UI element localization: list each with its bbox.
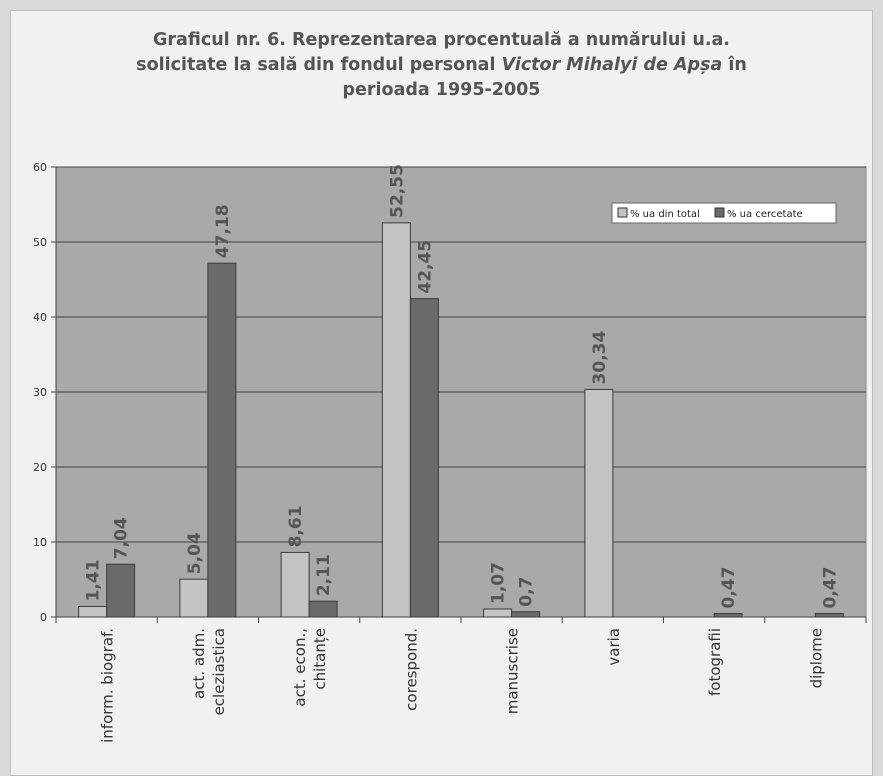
category-label-7: diplome: [807, 628, 825, 688]
bar-s1-3: [381, 222, 411, 618]
data-label-s2-4: 0,7: [517, 577, 537, 607]
bar-s2-7: [814, 612, 844, 618]
y-tick-label-6: 60: [33, 161, 47, 174]
title-line-2: solicitate la sală din fondul personal V…: [40, 53, 843, 78]
title-line-2-end: în: [722, 55, 747, 75]
data-label-s2-3: 42,45: [415, 240, 435, 294]
data-label-s1-5: 30,34: [590, 331, 610, 385]
data-label-s2-0: 7,04: [112, 517, 132, 559]
category-label-6: fotografii: [706, 628, 724, 696]
category-label-1-line-0: act. adm.: [190, 628, 208, 699]
category-label-1-line-1: ecleziastica: [210, 628, 228, 715]
y-tick-label-2: 20: [33, 461, 47, 474]
legend: % ua din total % ua cercetate: [611, 202, 837, 224]
category-label-0: inform. biograf.: [99, 628, 117, 743]
title-fond-name: Victor Mihalyi de Apșa: [501, 55, 723, 75]
title-line-3: perioada 1995-2005: [342, 80, 541, 100]
bar-s2-2: [308, 600, 338, 618]
bar-s1-1: [179, 578, 209, 618]
data-label-s1-1: 5,04: [185, 532, 205, 574]
category-label-4: manuscrise: [504, 628, 522, 714]
bar-s2-0: [106, 563, 136, 618]
legend-swatch-2: [714, 207, 725, 218]
data-label-s2-6: 0,47: [719, 567, 739, 609]
legend-label-1: % ua din total: [630, 209, 700, 220]
data-label-s2-7: 0,47: [820, 567, 840, 609]
bar-s1-2: [280, 551, 310, 618]
title-line-2-start: solicitate la sală din fondul personal: [136, 55, 502, 75]
category-label-3: corespond.: [402, 628, 420, 711]
legend-label-2: % ua cercetate: [727, 209, 803, 220]
y-tick-label-5: 50: [33, 236, 47, 249]
bar-s1-5: [584, 388, 614, 618]
data-label-s1-3: 52,55: [387, 164, 407, 218]
bar-s2-3: [409, 298, 439, 618]
data-label-s2-2: 2,11: [314, 554, 334, 596]
y-tick-label-3: 30: [33, 386, 47, 399]
category-label-2-line-1: chitanțe: [311, 628, 329, 690]
bar-s1-4: [483, 608, 513, 618]
y-tick-label-1: 10: [33, 536, 47, 549]
data-label-s1-0: 1,41: [84, 559, 104, 601]
y-tick-label-0: 0: [40, 611, 47, 624]
legend-swatch-1: [617, 207, 628, 218]
data-label-s2-1: 47,18: [213, 204, 233, 258]
y-tick-label-4: 40: [33, 311, 47, 324]
bar-s2-1: [207, 262, 237, 618]
chart-title: Graficul nr. 6. Reprezentarea procentual…: [40, 28, 843, 103]
category-label-2-line-0: act. econ.,: [291, 628, 309, 707]
data-label-s1-2: 8,61: [286, 505, 306, 547]
category-label-5: varia: [605, 628, 623, 666]
title-line-1: Graficul nr. 6. Reprezentarea procentual…: [153, 30, 730, 50]
bar-s2-4: [511, 611, 541, 618]
data-label-s1-4: 1,07: [489, 562, 509, 604]
bar-s1-0: [78, 605, 108, 618]
bar-s2-6: [713, 612, 743, 618]
